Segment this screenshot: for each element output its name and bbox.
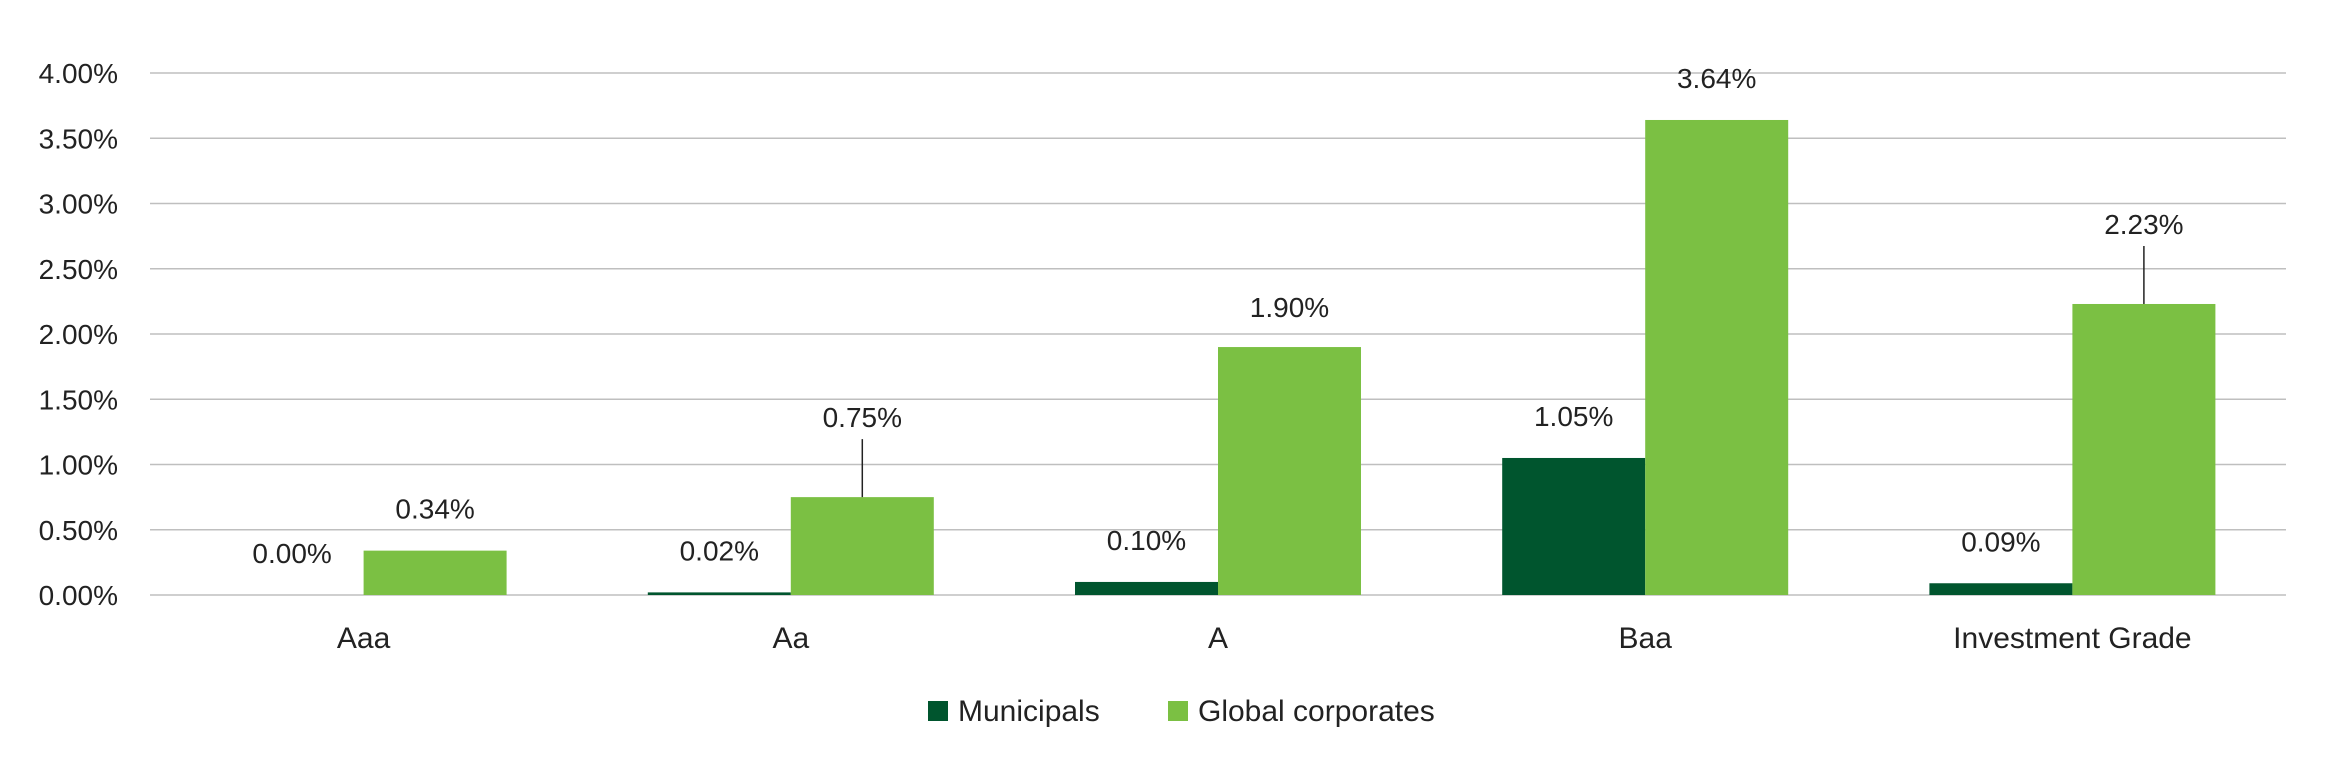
data-label: 2.23% (2104, 209, 2183, 240)
data-label: 0.09% (1961, 526, 2040, 557)
x-category-label: Aa (772, 622, 809, 655)
y-tick-label: 1.50% (39, 384, 118, 415)
bar-global-corporates (1218, 347, 1361, 595)
data-label: 0.00% (252, 538, 331, 569)
data-label: 0.34% (395, 494, 474, 525)
bar-municipals (1502, 457, 1646, 595)
y-tick-label: 2.50% (39, 254, 118, 285)
bar-municipals (647, 592, 791, 595)
data-label: 0.75% (823, 402, 902, 433)
bar-global-corporates (1645, 119, 1789, 595)
bar-global-corporates (2072, 303, 2216, 595)
data-label: 1.05% (1534, 401, 1613, 432)
y-tick-label: 0.50% (39, 515, 118, 546)
y-tick-label: 0.00% (39, 580, 118, 611)
data-label: 0.10% (1107, 525, 1186, 556)
legend-label: Global corporates (1198, 695, 1435, 728)
data-label: 0.02% (680, 535, 759, 566)
legend-label: Municipals (958, 695, 1100, 728)
x-axis-category-labels: Aaa Aa A Baa Investment Grade (337, 622, 2192, 655)
data-labels: 0.00% 0.34% 0.02% 0.75% 0.10% 1.90% 1.05% 3.64%… (252, 63, 2183, 569)
legend-swatch (928, 701, 948, 721)
y-tick-label: 4.00% (39, 58, 118, 89)
y-tick-label: 1.00% (39, 450, 118, 481)
data-label: 1.90% (1250, 292, 1329, 323)
y-tick-label: 3.50% (39, 123, 118, 154)
bar-municipals (1075, 581, 1218, 595)
bar-municipals (1929, 583, 2073, 595)
legend: Municipals Global corporates (928, 695, 1435, 728)
x-category-label: A (1208, 622, 1228, 655)
bars (363, 119, 2216, 595)
y-tick-label: 2.00% (39, 319, 118, 350)
y-tick-label: 3.00% (39, 189, 118, 220)
x-category-label: Investment Grade (1953, 622, 2191, 655)
bar-global-corporates (363, 550, 507, 595)
x-category-label: Aaa (337, 622, 391, 655)
legend-swatch (1168, 701, 1188, 721)
y-axis-tick-labels: 0.00% 0.50% 1.00% 1.50% 2.00% 2.50% 3.00% 3.50%… (39, 58, 118, 611)
x-category-label: Baa (1619, 622, 1673, 655)
grid-lines (150, 72, 2286, 596)
bar-global-corporates (790, 497, 934, 595)
data-label: 3.64% (1677, 63, 1756, 94)
